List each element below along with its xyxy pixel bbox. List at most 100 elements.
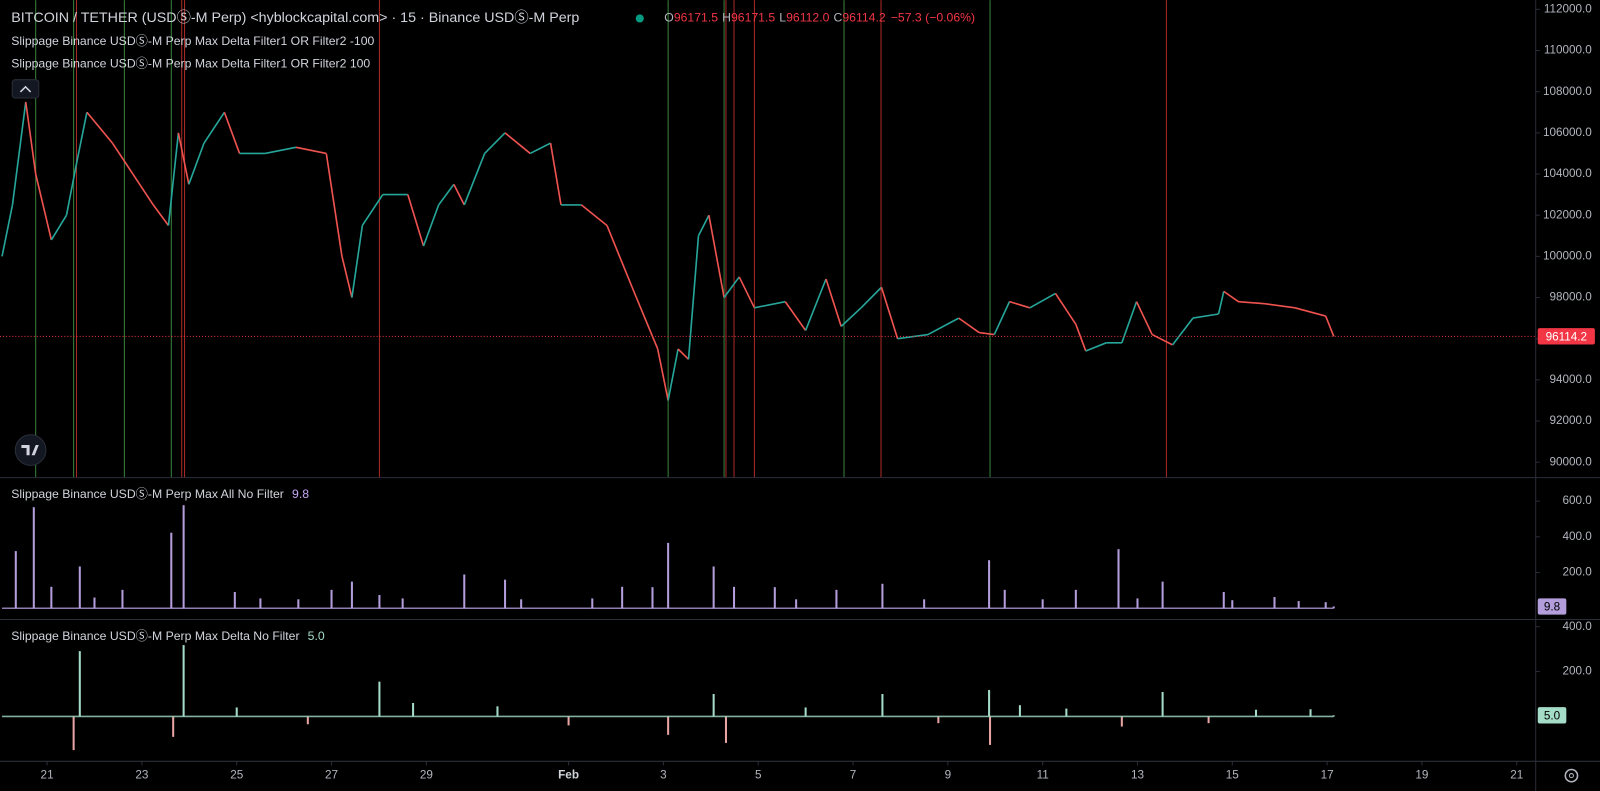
bar xyxy=(330,589,333,609)
price-segment xyxy=(580,204,608,227)
bar xyxy=(1120,716,1123,727)
pane-value: 9.8 xyxy=(292,487,309,501)
bar xyxy=(350,581,353,609)
price-segment xyxy=(11,101,27,206)
bar xyxy=(378,681,381,717)
price-segment xyxy=(484,132,506,155)
y-tick-label: 112000.0 xyxy=(1544,2,1592,15)
x-tick-label: 9 xyxy=(945,769,952,782)
symbol-title: BITCOIN / TETHER (USDⓈ-M Perp) <hyblockc… xyxy=(11,9,579,26)
value-tag-label: 9.8 xyxy=(1544,601,1561,614)
price-segment xyxy=(1192,313,1219,319)
logo[interactable] xyxy=(14,434,47,466)
change: −57.3 (−0.06%) xyxy=(891,11,975,25)
y-tick-label: 600.0 xyxy=(1563,494,1593,507)
x-tick-label: 25 xyxy=(230,769,244,782)
price-segment xyxy=(65,163,78,216)
bar xyxy=(121,589,124,609)
bar xyxy=(72,716,75,751)
bar xyxy=(1136,598,1139,609)
bar xyxy=(567,716,570,726)
bar xyxy=(1074,589,1077,609)
ohlc: O96171.5 H96171.5 L96112.0 C96114.2 −57.3 (−… xyxy=(664,11,975,25)
bar xyxy=(50,586,53,609)
bar xyxy=(667,542,670,609)
price-segment xyxy=(177,132,190,185)
price-segment xyxy=(1151,333,1173,346)
price-segment xyxy=(677,348,690,360)
price-segment xyxy=(927,317,960,336)
bar xyxy=(172,716,175,737)
bar xyxy=(988,689,991,717)
bar xyxy=(773,587,776,609)
bar xyxy=(182,645,185,717)
pane-value: 5.0 xyxy=(308,629,325,643)
price-segment xyxy=(631,286,659,350)
bar xyxy=(306,716,309,725)
gear[interactable] xyxy=(1564,768,1579,783)
price-segment xyxy=(697,214,710,237)
price-segment xyxy=(667,348,679,401)
bar xyxy=(835,589,838,609)
price-segment xyxy=(958,317,980,334)
bar xyxy=(1309,709,1312,717)
bar xyxy=(378,595,381,609)
status-dot xyxy=(635,14,644,23)
price-segment xyxy=(295,146,327,155)
y-tick-label: 200.0 xyxy=(1563,566,1593,579)
bar xyxy=(881,583,884,609)
bar xyxy=(989,716,992,745)
price-segment xyxy=(549,143,562,206)
y-tick-label: 92000.0 xyxy=(1549,414,1592,427)
x-tick-label: 15 xyxy=(1226,769,1240,782)
bar xyxy=(1332,606,1335,609)
price-segment xyxy=(754,300,786,309)
bar xyxy=(804,707,807,717)
bar xyxy=(463,574,466,609)
price-segment xyxy=(738,276,756,309)
bar xyxy=(504,579,507,609)
price-segment xyxy=(50,214,68,241)
price-segment xyxy=(825,278,842,327)
bar xyxy=(724,716,727,743)
price-segment xyxy=(656,348,669,401)
ohlc-key: C xyxy=(834,11,843,25)
pane-title: Slippage Binance USDⓈ-M Perp Max All No … xyxy=(11,487,309,501)
collapse-button[interactable] xyxy=(11,79,40,99)
price-segment xyxy=(1,204,14,257)
x-tick-label: 21 xyxy=(1510,769,1523,782)
ohlc-value: 96171.5 xyxy=(674,11,718,25)
bar xyxy=(233,591,236,609)
price-segment xyxy=(351,225,364,298)
x-tick-label: 7 xyxy=(850,769,857,782)
price-segment xyxy=(188,142,205,185)
price-segment xyxy=(167,132,180,226)
value-tag xyxy=(1537,598,1567,615)
bar xyxy=(988,560,991,609)
price-segment xyxy=(784,301,807,331)
y-tick-label: 104000.0 xyxy=(1543,167,1592,180)
price-segment xyxy=(529,142,551,155)
price-segment xyxy=(880,286,899,339)
price-segment xyxy=(24,101,37,175)
price-segment xyxy=(723,276,740,299)
price-segment xyxy=(993,301,1011,335)
y-tick-label: 110000.0 xyxy=(1544,44,1592,57)
last-price-tag xyxy=(1537,328,1595,345)
price-segment xyxy=(1217,291,1225,315)
bar xyxy=(923,599,926,609)
last-price-label: 96114.2 xyxy=(1546,330,1588,343)
bar xyxy=(78,566,81,609)
bar xyxy=(14,551,17,609)
bar xyxy=(795,599,798,609)
price-segment xyxy=(979,331,995,336)
bar xyxy=(1231,600,1234,609)
bar xyxy=(1003,589,1006,609)
x-tick-label: 17 xyxy=(1321,769,1334,782)
pane-title-text: Slippage Binance USDⓈ-M Perp Max All No … xyxy=(11,487,284,501)
settings-icon[interactable] xyxy=(1564,768,1579,783)
price-segment xyxy=(1054,292,1077,325)
bar xyxy=(297,599,300,609)
